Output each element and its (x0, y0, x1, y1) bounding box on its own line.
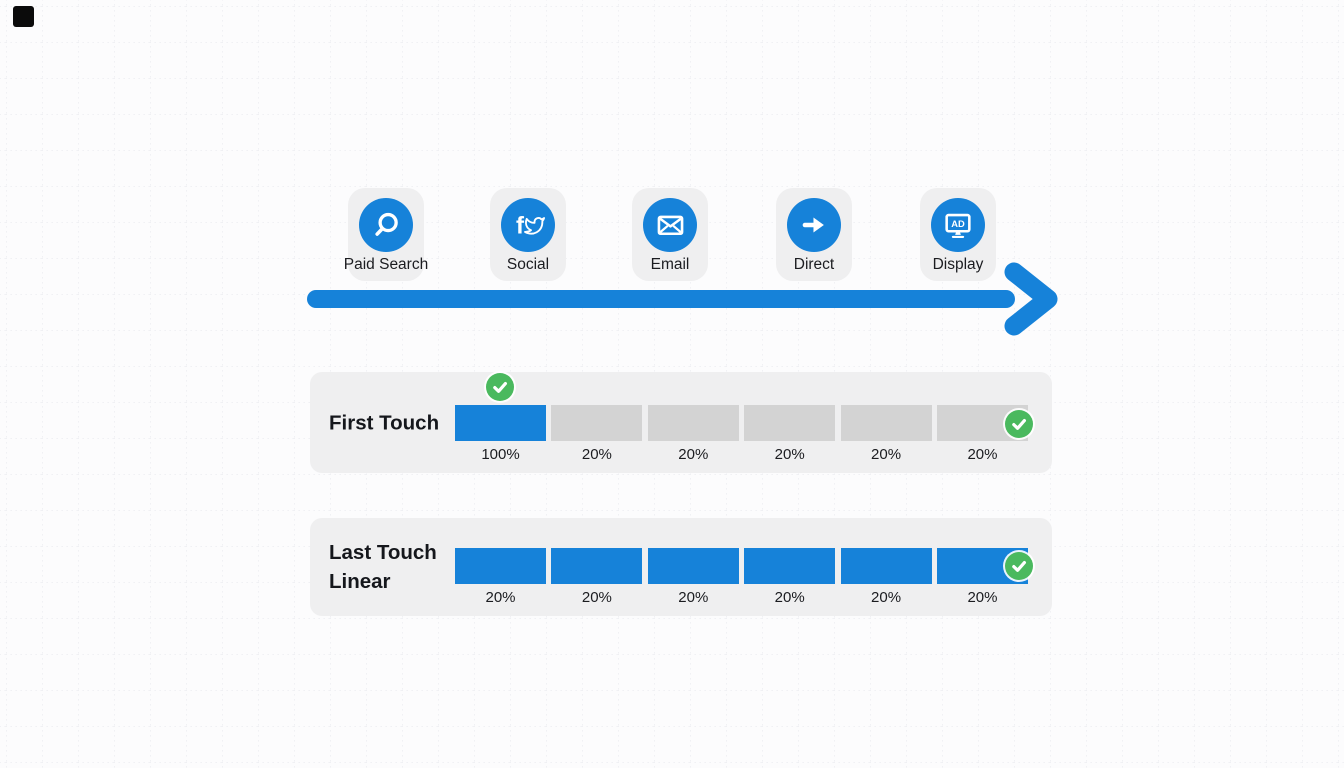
bar-value: 20% (678, 589, 709, 606)
channel-card-direct: Direct (776, 188, 852, 281)
bar-col: 20% (840, 548, 932, 606)
channel-label: Email (650, 256, 690, 273)
channel-label: Paid Search (343, 256, 429, 273)
bar-value: 20% (871, 589, 902, 606)
bar-value: 20% (774, 589, 805, 606)
bar-col: 100% (455, 405, 546, 463)
bar-direct (744, 405, 836, 441)
bar-col: 20% (647, 548, 739, 606)
bar-direct (744, 548, 836, 584)
model-card-first-touch: First Touch 100% 20% 20% 20% 20% (310, 372, 1052, 473)
bar-col: 20% (551, 548, 643, 606)
model-card-last-touch-linear: Last Touch Linear 20% 20% 20% 20% 20 (310, 518, 1052, 616)
bar-value: 100% (481, 446, 520, 463)
corner-mark (13, 6, 34, 27)
facebook-twitter-icon: f (501, 198, 555, 252)
bar-value: 20% (967, 446, 998, 463)
bar-social (551, 405, 643, 441)
model-label-line: Linear (329, 570, 391, 593)
channel-card-display: AD Display (920, 188, 996, 281)
bar-value: 20% (581, 589, 612, 606)
facebook-f-glyph: f (516, 212, 525, 239)
model-label: First Touch (329, 408, 439, 437)
check-icon (1005, 410, 1033, 438)
check-icon (486, 373, 514, 401)
bar-paid-search (455, 548, 546, 584)
channel-card-social: f Social (490, 188, 566, 281)
timeline-arrow (307, 262, 1058, 336)
bar-col: 20% (551, 405, 643, 463)
bar-group: 20% 20% 20% 20% 20% 20% (455, 548, 1028, 606)
bar-col: 20% (840, 405, 932, 463)
channel-card-email: Email (632, 188, 708, 281)
ad-text: AD (951, 219, 965, 229)
channel-label: Direct (793, 256, 835, 273)
model-label-line: First Touch (329, 411, 440, 434)
channel-card-paid-search: Paid Search (344, 188, 428, 281)
arrow-right-icon (787, 198, 841, 252)
check-icon (1005, 552, 1033, 580)
bar-email (647, 405, 739, 441)
bar-value: 20% (581, 446, 612, 463)
bar-col: 20% (744, 405, 836, 463)
display-ad-icon: AD (931, 198, 985, 252)
bar-col: 20% (744, 548, 836, 606)
bar-col: 20% (647, 405, 739, 463)
bar-value: 20% (774, 446, 805, 463)
channel-label: Social (506, 256, 550, 273)
bar-value: 20% (485, 589, 516, 606)
bar-display (840, 405, 932, 441)
bar-display (840, 548, 932, 584)
bar-value: 20% (871, 446, 902, 463)
bar-social (551, 548, 643, 584)
bar-value: 20% (678, 446, 709, 463)
bar-email (647, 548, 739, 584)
bar-paid-search (455, 405, 546, 441)
envelope-icon (643, 198, 697, 252)
bar-col: 20% (455, 548, 546, 606)
bar-group: 100% 20% 20% 20% 20% 20% (455, 405, 1028, 463)
model-label: Last Touch Linear (329, 538, 437, 596)
search-icon (359, 198, 413, 252)
channel-label: Display (932, 256, 984, 273)
model-label-line: Last Touch (329, 541, 437, 564)
bar-value: 20% (967, 589, 998, 606)
